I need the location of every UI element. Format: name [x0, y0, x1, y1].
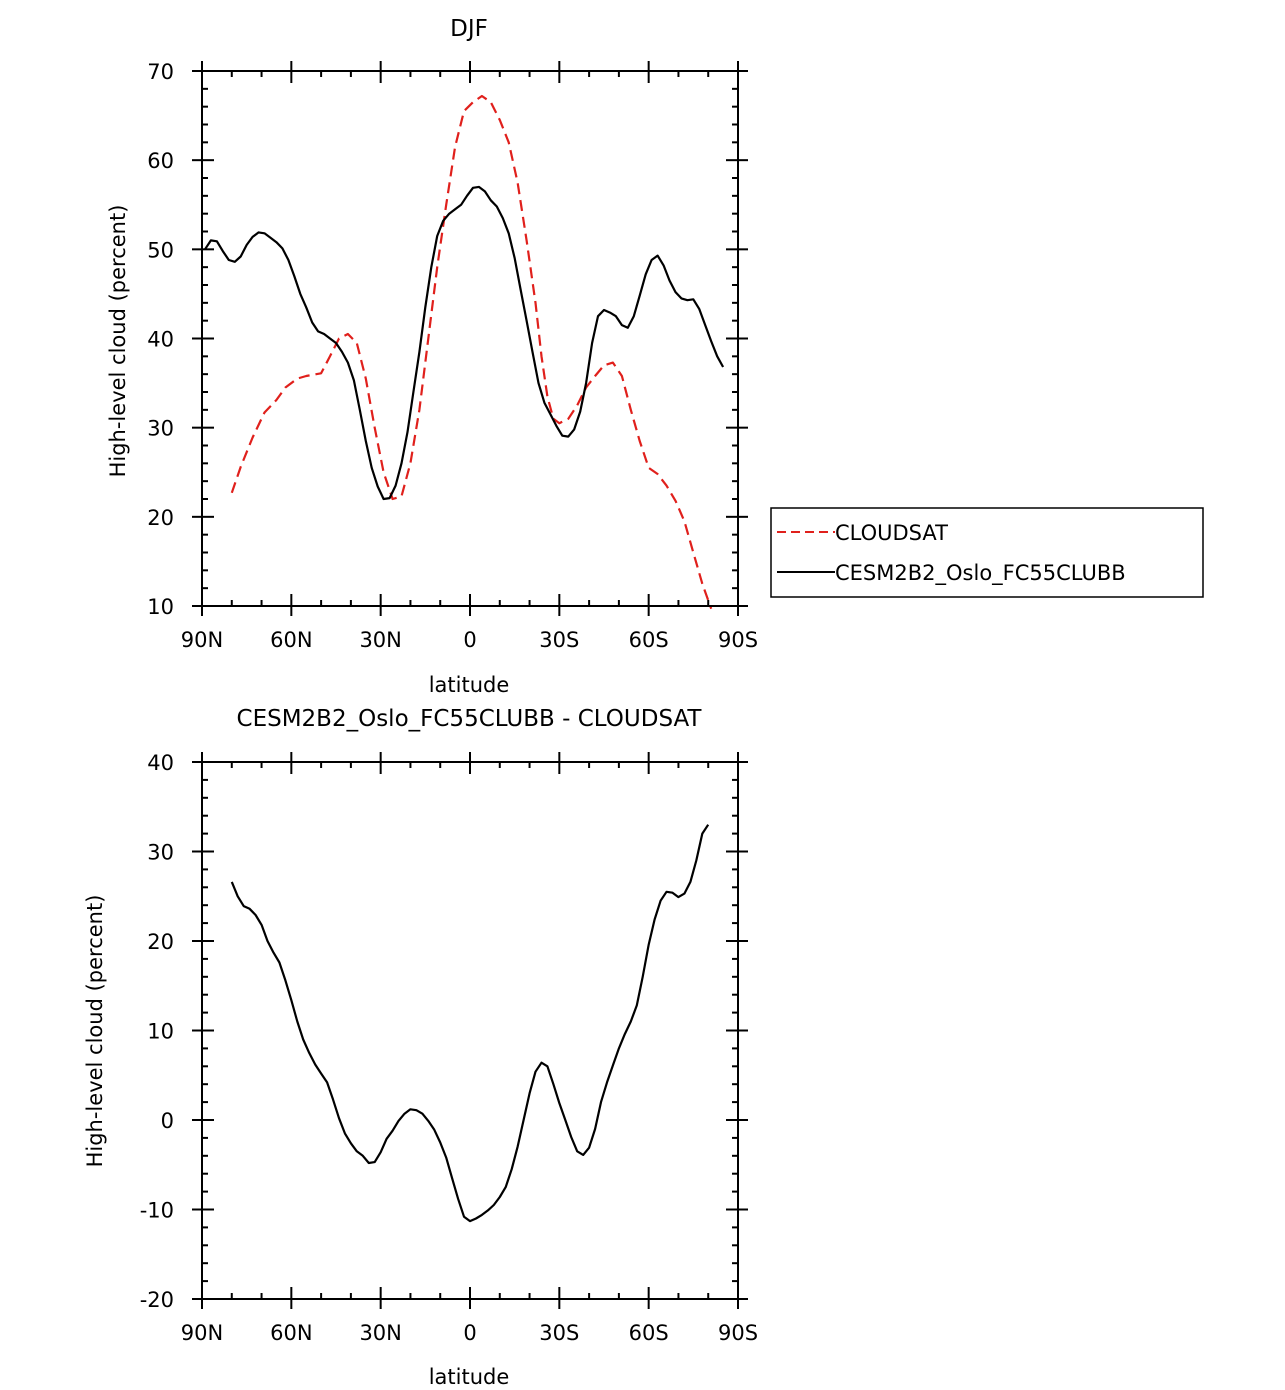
y-tick-label: 20 [147, 930, 174, 954]
x-tick-label: 90S [718, 1321, 758, 1345]
x-tick-label: 30S [539, 1321, 579, 1345]
x-tick-label: 0 [463, 628, 476, 652]
legend-label-cesm: CESM2B2_Oslo_FC55CLUBB [835, 561, 1126, 586]
bottom-panel: CESM2B2_Oslo_FC55CLUBB - CLOUDSAT latitu… [83, 706, 758, 1389]
legend-box [770, 507, 1204, 598]
y-tick-label: 10 [147, 595, 174, 619]
y-tick-label: 70 [147, 60, 174, 84]
x-tick-label: 60S [629, 1321, 669, 1345]
y-tick-label: 40 [147, 328, 174, 352]
x-tick-label: 60S [629, 628, 669, 652]
series-line-cesm2b2-oslo-fc55clubb [204, 185, 725, 501]
bottom-plot-title: CESM2B2_Oslo_FC55CLUBB - CLOUDSAT [237, 706, 703, 732]
top-panel: DJF latitude High-level cloud (percent) … [106, 16, 758, 697]
x-tick-label: 30N [359, 1321, 401, 1345]
series-line-cloudsat [230, 94, 713, 610]
bottom-x-axis-title: latitude [429, 1365, 510, 1389]
x-tick-label: 30S [539, 628, 579, 652]
x-tick-label: 90N [181, 1321, 223, 1345]
x-tick-label: 60N [270, 628, 312, 652]
x-tick-label: 90N [181, 628, 223, 652]
x-tick-label: 90S [718, 628, 758, 652]
y-tick-label: 20 [147, 506, 174, 530]
y-tick-label: -20 [140, 1288, 174, 1312]
legend: CLOUDSAT CESM2B2_Oslo_FC55CLUBB [770, 507, 1204, 598]
y-tick-label: 0 [161, 1109, 174, 1133]
top-plot-title: DJF [450, 16, 488, 42]
top-x-axis-title: latitude [429, 673, 510, 697]
x-tick-label: 30N [359, 628, 401, 652]
y-tick-label: 30 [147, 841, 174, 865]
y-tick-label: 40 [147, 751, 174, 775]
x-tick-label: 60N [270, 1321, 312, 1345]
bottom-plot-frame [201, 761, 739, 1300]
top-y-axis-title: High-level cloud (percent) [106, 205, 130, 478]
series-line-difference [230, 824, 710, 1223]
y-tick-label: 10 [147, 1020, 174, 1044]
y-tick-label: 30 [147, 417, 174, 441]
y-tick-label: 60 [147, 149, 174, 173]
bottom-y-axis-title: High-level cloud (percent) [83, 895, 107, 1168]
top-plot-frame [201, 70, 739, 607]
y-tick-label: 50 [147, 238, 174, 262]
legend-label-cloudsat: CLOUDSAT [835, 521, 948, 545]
x-tick-label: 0 [463, 1321, 476, 1345]
y-tick-label: -10 [140, 1199, 174, 1223]
